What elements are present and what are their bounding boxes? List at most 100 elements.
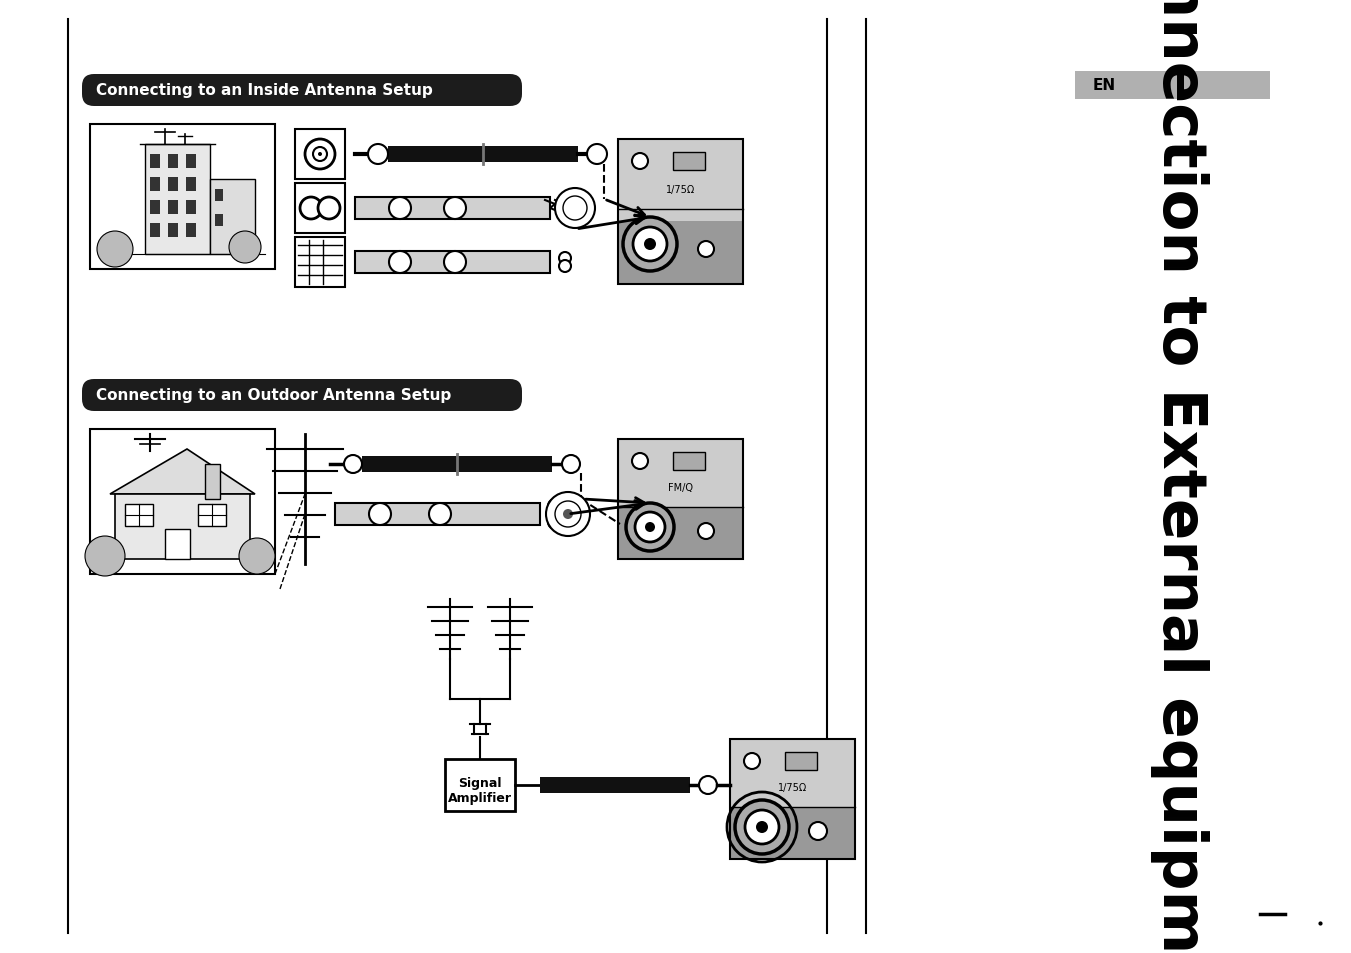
- Circle shape: [563, 196, 586, 221]
- Bar: [673, 453, 705, 471]
- Bar: [168, 201, 178, 214]
- Circle shape: [632, 153, 648, 170]
- Circle shape: [546, 493, 590, 537]
- Circle shape: [230, 232, 261, 264]
- Bar: [785, 752, 817, 770]
- Bar: [165, 530, 190, 559]
- Bar: [355, 252, 550, 274]
- Text: Signal: Signal: [458, 777, 501, 790]
- Bar: [168, 224, 178, 237]
- Bar: [186, 154, 196, 169]
- Circle shape: [632, 454, 648, 470]
- Text: EN: EN: [1093, 78, 1116, 93]
- FancyBboxPatch shape: [82, 75, 521, 107]
- Bar: [150, 154, 159, 169]
- Bar: [617, 140, 743, 222]
- Circle shape: [559, 253, 571, 265]
- FancyBboxPatch shape: [82, 379, 521, 412]
- Bar: [186, 224, 196, 237]
- Circle shape: [555, 501, 581, 527]
- Circle shape: [549, 499, 562, 514]
- Bar: [444, 760, 515, 811]
- Circle shape: [559, 261, 571, 273]
- Bar: [617, 140, 743, 285]
- Bar: [617, 439, 743, 559]
- Circle shape: [317, 198, 340, 220]
- Bar: [186, 201, 196, 214]
- Bar: [215, 214, 223, 227]
- Bar: [150, 224, 159, 237]
- Circle shape: [317, 152, 322, 157]
- Circle shape: [698, 242, 713, 257]
- Circle shape: [389, 252, 411, 274]
- Bar: [145, 145, 209, 254]
- Text: 1/75Ω: 1/75Ω: [666, 185, 696, 194]
- Bar: [168, 178, 178, 192]
- Bar: [617, 222, 743, 284]
- Circle shape: [367, 145, 388, 165]
- Bar: [295, 184, 345, 233]
- Circle shape: [635, 513, 665, 542]
- Circle shape: [563, 510, 573, 519]
- Text: Connecting to an Outdoor Antenna Setup: Connecting to an Outdoor Antenna Setup: [96, 388, 451, 403]
- Text: FM/Q: FM/Q: [667, 482, 693, 493]
- Text: Connecting to an Inside Antenna Setup: Connecting to an Inside Antenna Setup: [96, 84, 432, 98]
- Circle shape: [698, 523, 713, 539]
- Bar: [209, 180, 255, 254]
- Circle shape: [300, 198, 322, 220]
- Bar: [91, 125, 276, 270]
- Bar: [362, 456, 553, 473]
- Circle shape: [644, 239, 657, 251]
- Text: Amplifier: Amplifier: [449, 792, 512, 804]
- Bar: [617, 507, 743, 559]
- Circle shape: [313, 148, 327, 162]
- Bar: [295, 130, 345, 180]
- Circle shape: [809, 822, 827, 841]
- Circle shape: [634, 228, 667, 262]
- Circle shape: [744, 753, 761, 769]
- Circle shape: [389, 198, 411, 220]
- Circle shape: [757, 821, 767, 833]
- Bar: [617, 439, 743, 507]
- Circle shape: [559, 208, 571, 220]
- Circle shape: [735, 801, 789, 854]
- Circle shape: [239, 538, 276, 575]
- Bar: [730, 740, 855, 859]
- Circle shape: [305, 140, 335, 170]
- Circle shape: [444, 252, 466, 274]
- Bar: [388, 147, 578, 163]
- Bar: [91, 430, 276, 575]
- Bar: [205, 464, 220, 499]
- Polygon shape: [109, 450, 255, 495]
- Bar: [126, 504, 153, 526]
- Text: 1/75Ω: 1/75Ω: [778, 782, 807, 792]
- Bar: [186, 178, 196, 192]
- Circle shape: [626, 503, 674, 552]
- Circle shape: [644, 522, 655, 533]
- Circle shape: [345, 456, 362, 474]
- Bar: [150, 178, 159, 192]
- Circle shape: [559, 198, 571, 210]
- Bar: [335, 503, 540, 525]
- Bar: [730, 740, 855, 807]
- Bar: [355, 198, 550, 220]
- Circle shape: [97, 232, 132, 268]
- Circle shape: [549, 516, 562, 530]
- Circle shape: [430, 503, 451, 525]
- Circle shape: [562, 456, 580, 474]
- Bar: [730, 807, 855, 859]
- Circle shape: [85, 537, 126, 577]
- Bar: [150, 201, 159, 214]
- Bar: [295, 237, 345, 288]
- Circle shape: [586, 145, 607, 165]
- Bar: [673, 152, 705, 171]
- Bar: [199, 504, 226, 526]
- Circle shape: [744, 810, 780, 844]
- Circle shape: [444, 198, 466, 220]
- Circle shape: [369, 503, 390, 525]
- Bar: [540, 778, 690, 793]
- Text: Connection to External equipment: Connection to External equipment: [1151, 0, 1209, 953]
- Circle shape: [623, 218, 677, 272]
- Circle shape: [698, 776, 717, 794]
- Circle shape: [555, 189, 594, 229]
